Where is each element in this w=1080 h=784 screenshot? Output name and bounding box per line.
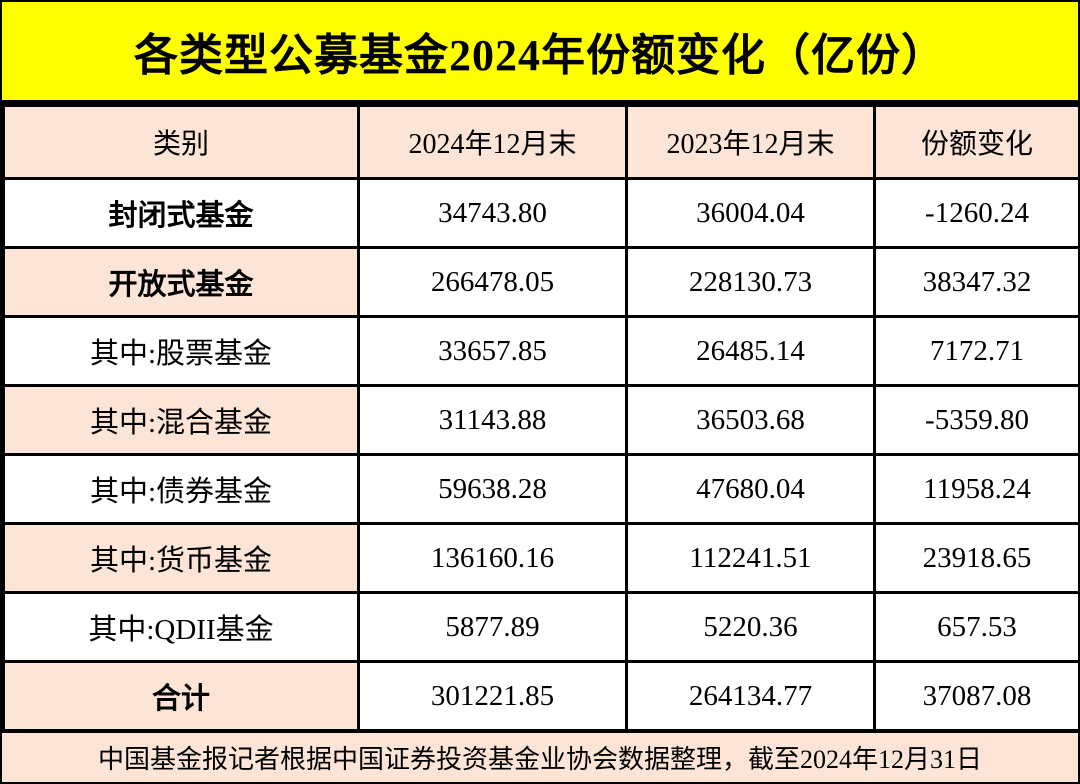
value-share-change: -1260.24 xyxy=(873,177,1080,249)
source-note: 中国基金报记者根据中国证券投资基金业协会数据整理，截至2024年12月31日 xyxy=(2,732,1078,782)
value-share-change: 23918.65 xyxy=(873,522,1080,594)
value-2024-dec: 136160.16 xyxy=(357,522,628,594)
value-share-change: -5359.80 xyxy=(873,384,1080,456)
table-row: 其中:QDII基金 5877.89 5220.36 657.53 xyxy=(2,591,1080,663)
value-share-change: 37087.08 xyxy=(873,660,1080,732)
value-2023-dec: 228130.73 xyxy=(625,246,876,318)
table-title: 各类型公募基金2024年份额变化（亿份） xyxy=(2,2,1078,104)
value-2023-dec: 264134.77 xyxy=(625,660,876,732)
table-row: 其中:股票基金 33657.85 26485.14 7172.71 xyxy=(2,315,1080,387)
value-2024-dec: 301221.85 xyxy=(357,660,628,732)
row-label: 合计 xyxy=(2,660,360,732)
value-share-change: 11958.24 xyxy=(873,453,1080,525)
row-label: 其中:股票基金 xyxy=(2,315,360,387)
value-2023-dec: 47680.04 xyxy=(625,453,876,525)
value-2024-dec: 34743.80 xyxy=(357,177,628,249)
table-row: 开放式基金 266478.05 228130.73 38347.32 xyxy=(2,246,1080,318)
table-row: 合计 301221.85 264134.77 37087.08 xyxy=(2,660,1080,732)
table-header: 类别 2024年12月末 2023年12月末 份额变化 xyxy=(2,104,1080,180)
value-2023-dec: 36004.04 xyxy=(625,177,876,249)
row-label: 其中:债券基金 xyxy=(2,453,360,525)
row-label: 其中:QDII基金 xyxy=(2,591,360,663)
header-category: 类别 xyxy=(2,104,360,180)
value-2023-dec: 36503.68 xyxy=(625,384,876,456)
header-2024-dec: 2024年12月末 xyxy=(357,104,628,180)
header-2023-dec: 2023年12月末 xyxy=(625,104,876,180)
value-share-change: 38347.32 xyxy=(873,246,1080,318)
fund-share-table: 类别 2024年12月末 2023年12月末 份额变化 封闭式基金 34743.… xyxy=(2,104,1080,732)
value-2024-dec: 266478.05 xyxy=(357,246,628,318)
value-2024-dec: 31143.88 xyxy=(357,384,628,456)
table-row: 其中:货币基金 136160.16 112241.51 23918.65 xyxy=(2,522,1080,594)
value-2024-dec: 5877.89 xyxy=(357,591,628,663)
table-body: 封闭式基金 34743.80 36004.04 -1260.24 开放式基金 2… xyxy=(2,177,1080,732)
value-2024-dec: 33657.85 xyxy=(357,315,628,387)
row-label: 开放式基金 xyxy=(2,246,360,318)
header-row: 类别 2024年12月末 2023年12月末 份额变化 xyxy=(2,104,1080,180)
value-2024-dec: 59638.28 xyxy=(357,453,628,525)
row-label: 其中:货币基金 xyxy=(2,522,360,594)
value-2023-dec: 5220.36 xyxy=(625,591,876,663)
table-row: 封闭式基金 34743.80 36004.04 -1260.24 xyxy=(2,177,1080,249)
table-row: 其中:债券基金 59638.28 47680.04 11958.24 xyxy=(2,453,1080,525)
row-label: 其中:混合基金 xyxy=(2,384,360,456)
value-share-change: 657.53 xyxy=(873,591,1080,663)
value-share-change: 7172.71 xyxy=(873,315,1080,387)
value-2023-dec: 112241.51 xyxy=(625,522,876,594)
header-share-change: 份额变化 xyxy=(873,104,1080,180)
row-label: 封闭式基金 xyxy=(2,177,360,249)
table-row: 其中:混合基金 31143.88 36503.68 -5359.80 xyxy=(2,384,1080,456)
value-2023-dec: 26485.14 xyxy=(625,315,876,387)
